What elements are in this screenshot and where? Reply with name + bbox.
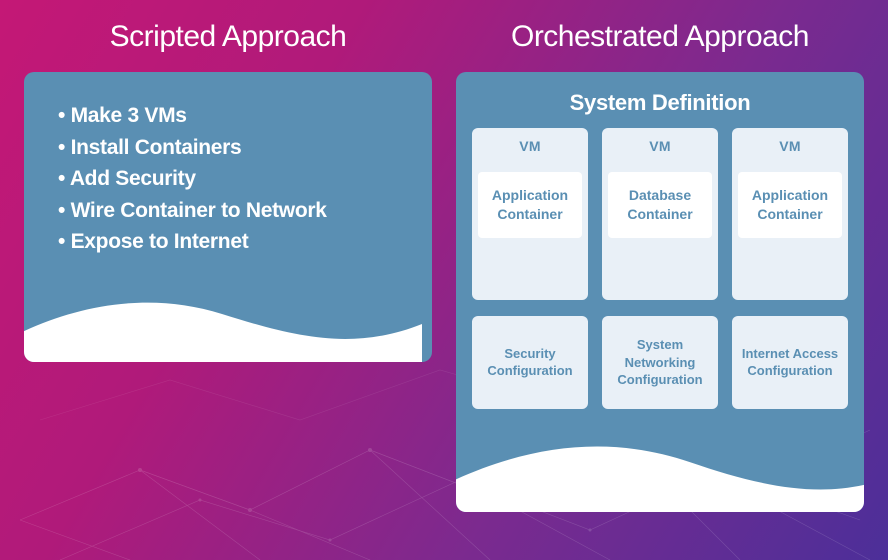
scripted-item: Add Security bbox=[58, 163, 404, 195]
orchestrated-column: Orchestrated Approach System Definition … bbox=[456, 20, 864, 530]
scripted-item: Expose to Internet bbox=[58, 226, 404, 258]
config-label: System Networking Configuration bbox=[608, 336, 712, 389]
orchestrated-title: Orchestrated Approach bbox=[456, 20, 864, 54]
scripted-panel: Make 3 VMs Install Containers Add Securi… bbox=[24, 72, 432, 362]
config-box: Security Configuration bbox=[472, 316, 588, 409]
panel-wave-icon bbox=[456, 424, 864, 512]
scripted-item: Make 3 VMs bbox=[58, 100, 404, 132]
container-box: Application Container bbox=[478, 172, 582, 238]
scripted-list: Make 3 VMs Install Containers Add Securi… bbox=[58, 100, 404, 258]
container-box: Application Container bbox=[738, 172, 842, 238]
system-definition-title: System Definition bbox=[472, 90, 848, 116]
vm-label: VM bbox=[649, 138, 671, 154]
vm-row: VM Application Container VM Database Con… bbox=[472, 128, 848, 300]
config-row: Security Configuration System Networking… bbox=[472, 316, 848, 409]
config-box: System Networking Configuration bbox=[602, 316, 718, 409]
scripted-item: Wire Container to Network bbox=[58, 195, 404, 227]
orchestrated-panel: System Definition VM Application Contain… bbox=[456, 72, 864, 512]
vm-box: VM Application Container bbox=[472, 128, 588, 300]
scripted-item: Install Containers bbox=[58, 132, 404, 164]
config-label: Security Configuration bbox=[478, 345, 582, 380]
scripted-column: Scripted Approach Make 3 VMs Install Con… bbox=[24, 20, 432, 530]
vm-box: VM Database Container bbox=[602, 128, 718, 300]
container-box: Database Container bbox=[608, 172, 712, 238]
config-label: Internet Access Configuration bbox=[738, 345, 842, 380]
scripted-title: Scripted Approach bbox=[24, 20, 432, 54]
content-root: Scripted Approach Make 3 VMs Install Con… bbox=[0, 0, 888, 560]
panel-wave-icon bbox=[24, 284, 422, 362]
vm-label: VM bbox=[779, 138, 801, 154]
config-box: Internet Access Configuration bbox=[732, 316, 848, 409]
vm-box: VM Application Container bbox=[732, 128, 848, 300]
vm-label: VM bbox=[519, 138, 541, 154]
